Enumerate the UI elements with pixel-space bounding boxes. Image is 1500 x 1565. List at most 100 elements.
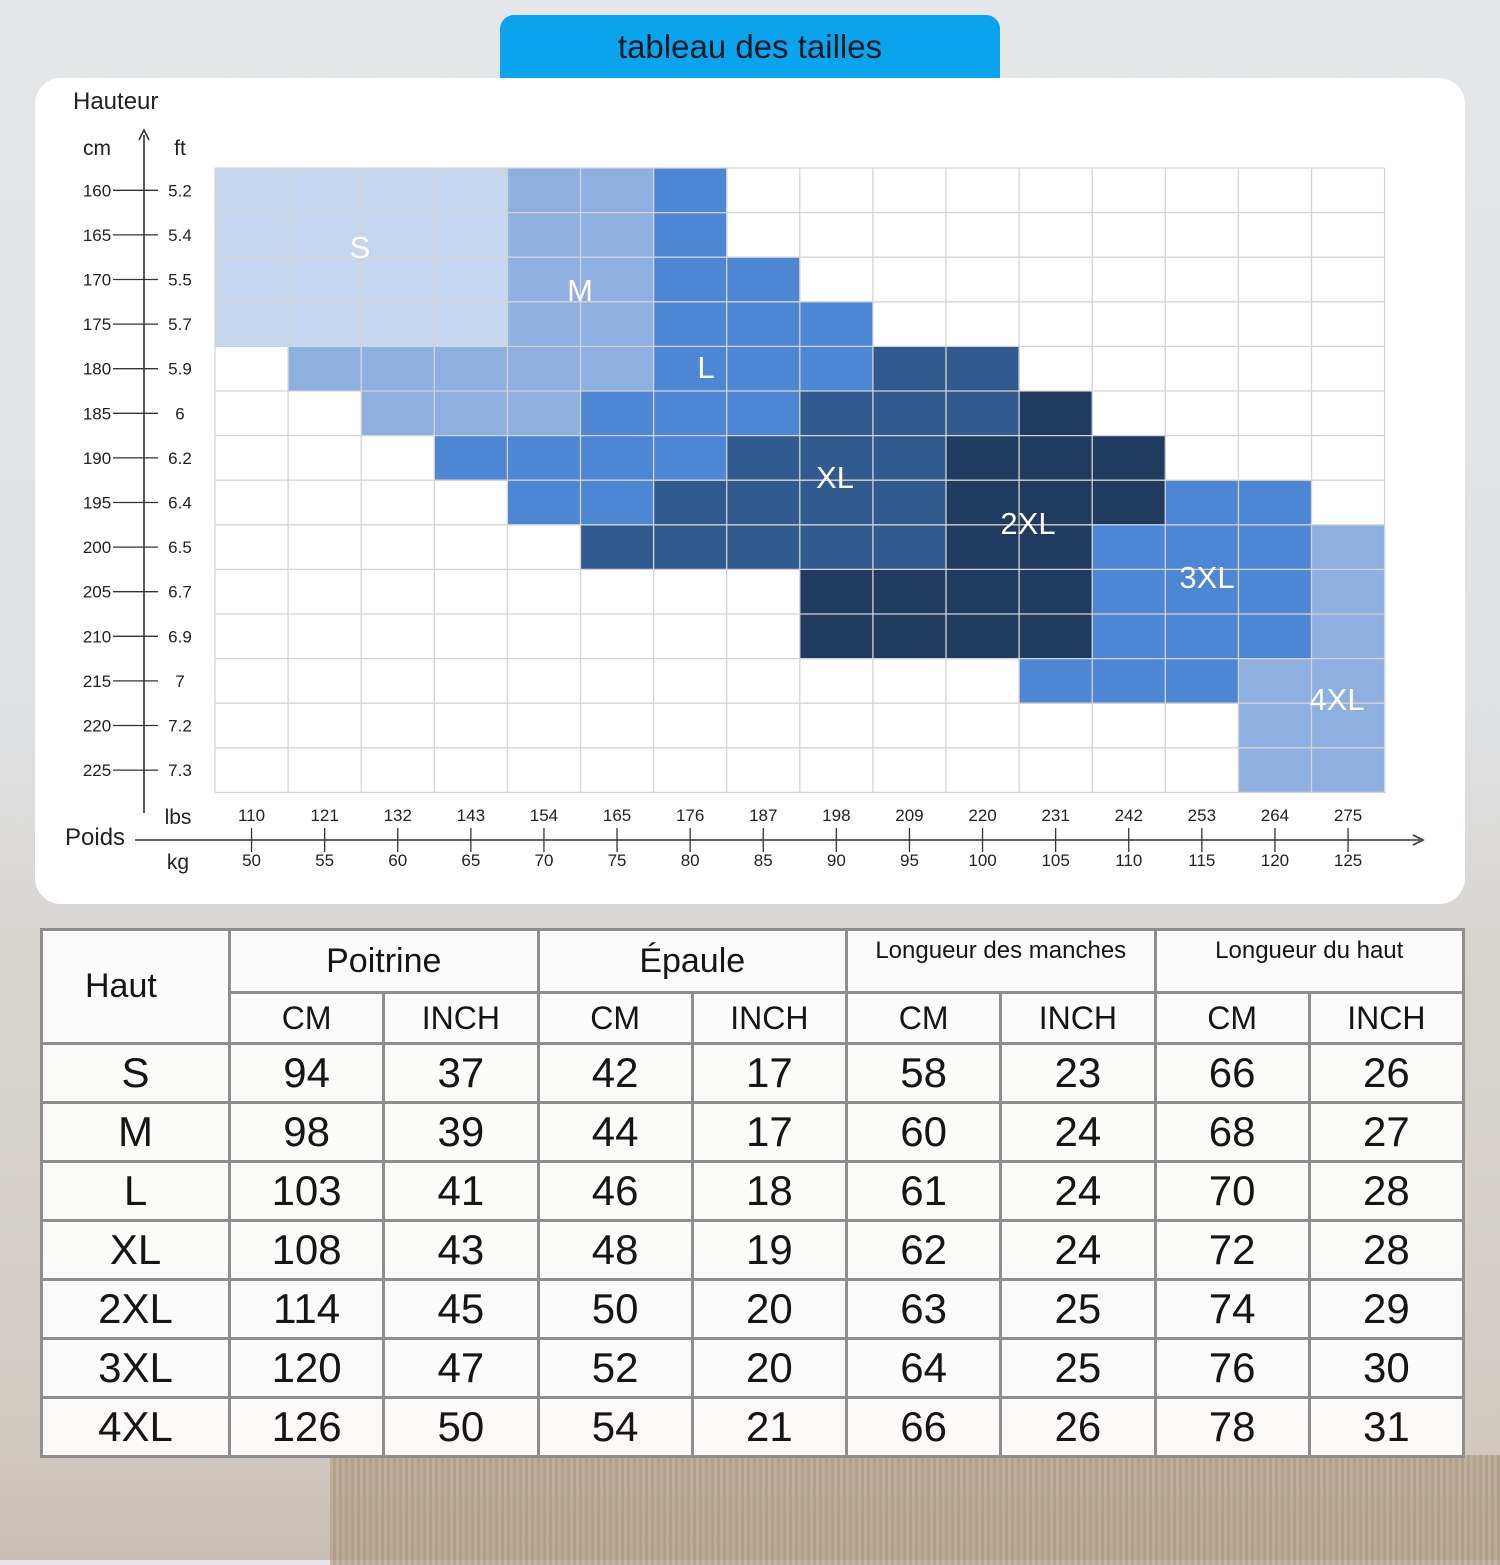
zone-cell-s: [361, 257, 435, 303]
measurement-cell: 126: [227, 1396, 386, 1458]
x-axis-title: Poids: [65, 824, 125, 851]
zone-cell-m: [507, 301, 581, 347]
measurement-cell: 27: [1307, 1101, 1466, 1163]
zone-cell-m: [580, 257, 655, 303]
x-tick-label-lbs: 110: [238, 806, 265, 825]
x-unit-kg-label: kg: [167, 851, 189, 874]
measurement-cell: 24: [999, 1160, 1157, 1222]
zone-cell-3xl: [1092, 524, 1166, 570]
x-tick-label-lbs: 132: [384, 806, 412, 825]
zone-cell-xl: [872, 480, 947, 526]
zone-cell-m: [580, 168, 655, 214]
zone-label-l: L: [697, 350, 714, 385]
measurement-cell: 78: [1153, 1396, 1311, 1458]
measurement-cell: 103: [227, 1160, 386, 1222]
measurement-cell: 50: [382, 1396, 540, 1458]
size-label-cell: XL: [40, 1219, 231, 1281]
zone-cell-l: [653, 257, 728, 303]
y-tick-label-ft: 7.2: [168, 717, 192, 736]
unit-header: INCH: [690, 991, 849, 1045]
background-rug: [330, 1455, 1500, 1565]
zone-cell-xl: [653, 524, 728, 570]
measurement-cell: 76: [1153, 1337, 1311, 1399]
x-tick-label-kg: 125: [1334, 851, 1362, 870]
zone-cell-l: [434, 435, 508, 481]
zone-cell-s: [215, 168, 289, 214]
x-tick-label-lbs: 154: [530, 806, 558, 825]
unit-header: INCH: [382, 991, 540, 1045]
unit-header: INCH: [1307, 991, 1466, 1045]
zone-cell-s: [434, 257, 508, 303]
x-tick-label-lbs: 143: [457, 806, 485, 825]
size-label-cell: 3XL: [40, 1337, 231, 1399]
x-tick-label-lbs: 275: [1334, 806, 1362, 825]
zone-cell-2xl: [872, 614, 947, 660]
table-row: 3XL 120 47 52 20 64 25 76 30: [40, 1337, 1466, 1399]
zone-cell-2xl: [1019, 569, 1093, 615]
measurement-cell: 21: [690, 1396, 849, 1458]
zone-cell-m: [507, 212, 581, 258]
zone-cell-m: [507, 168, 581, 214]
zone-cell-l: [726, 257, 801, 303]
zone-cell-2xl: [1092, 480, 1166, 526]
measurement-cell: 58: [844, 1042, 1003, 1104]
measurement-cell: 61: [844, 1160, 1003, 1222]
y-tick-label-ft: 5.4: [168, 226, 192, 245]
zone-cell-m: [361, 346, 435, 392]
y-tick-label-ft: 6: [175, 404, 184, 423]
zone-cell-2xl: [872, 569, 947, 615]
x-tick-label-kg: 60: [388, 851, 407, 870]
chart-title: tableau des tailles: [617, 27, 883, 65]
zone-cell-3xl: [1019, 658, 1093, 704]
table-corner-header: Haut: [40, 928, 231, 1045]
table-group-header-row: Haut Poitrine Épaule Longueur des manche…: [40, 928, 1465, 1045]
zone-cell-2xl: [946, 614, 1020, 660]
x-tick-label-kg: 100: [968, 851, 996, 870]
y-tick-label-ft: 5.2: [168, 181, 192, 200]
y-tick-label-cm: 190: [83, 449, 111, 468]
zone-label-2xl: 2XL: [1000, 506, 1055, 541]
measurement-cell: 43: [382, 1219, 540, 1281]
measurement-cell: 74: [1153, 1278, 1311, 1340]
table-row: XL 108 43 48 19 62 24 72 28: [40, 1219, 1466, 1281]
zone-cell-s: [215, 301, 289, 347]
zone-cell-xl: [872, 346, 947, 392]
measurement-cell: 72: [1153, 1219, 1311, 1281]
y-tick-label-ft: 6.7: [168, 583, 192, 602]
x-tick-label-kg: 90: [827, 851, 846, 870]
zone-cell-2xl: [1019, 480, 1093, 526]
zone-cell-s: [215, 257, 289, 303]
zone-label-s: S: [350, 230, 371, 265]
zone-cell-2xl: [946, 524, 1020, 570]
y-tick-label-cm: 185: [83, 404, 111, 423]
zone-cell-s: [434, 212, 508, 258]
unit-header: INCH: [999, 991, 1157, 1045]
zone-cell-4xl: [1311, 614, 1386, 660]
zone-cell-3xl: [1165, 480, 1239, 526]
table-row: 2XL 114 45 50 20 63 25 74 29: [40, 1278, 1466, 1340]
x-tick-label-kg: 70: [534, 851, 553, 870]
y-tick-label-cm: 160: [83, 181, 111, 200]
zone-cell-s: [434, 168, 508, 214]
zone-cell-l: [580, 391, 655, 437]
x-tick-label-lbs: 121: [310, 806, 338, 825]
y-tick-label-cm: 165: [83, 226, 111, 245]
zone-label-xl: XL: [816, 460, 854, 495]
x-tick-label-kg: 65: [461, 851, 480, 870]
measurement-cell: 18: [690, 1160, 849, 1222]
zone-cell-xl: [653, 480, 728, 526]
measurement-cell: 68: [1153, 1101, 1311, 1163]
measurement-cell: 25: [999, 1337, 1157, 1399]
size-label-cell: 2XL: [40, 1278, 231, 1340]
zone-cell-2xl: [1019, 391, 1093, 437]
y-tick-label-ft: 5.9: [168, 360, 192, 379]
zone-cell-3xl: [1092, 614, 1166, 660]
zone-cell-s: [288, 257, 362, 303]
y-tick-label-ft: 6.5: [168, 538, 192, 557]
zone-cell-2xl: [946, 480, 1020, 526]
measurement-cell: 98: [227, 1101, 386, 1163]
zone-cell-s: [288, 301, 362, 347]
zone-cell-l: [507, 435, 581, 481]
table-row: S 94 37 42 17 58 23 66 26: [40, 1042, 1466, 1104]
y-tick-label-ft: 6.4: [168, 494, 192, 513]
